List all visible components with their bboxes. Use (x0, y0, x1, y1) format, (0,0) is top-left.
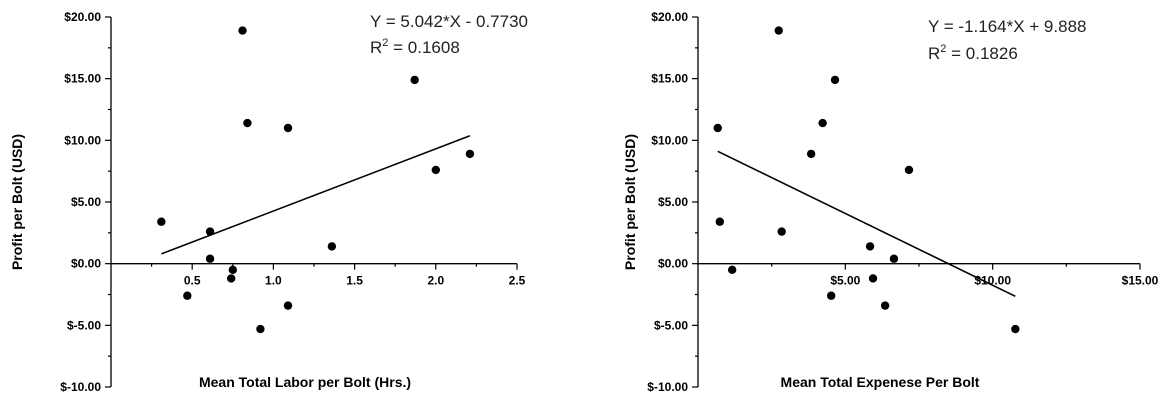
chart1-x-tick-label: 2.0 (427, 274, 444, 288)
chart2-y-axis-title: Profit per Bolt (USD) (622, 134, 638, 270)
chart2-y-tick-label: $20.00 (651, 10, 688, 24)
chart1-r-squared-symbol: R (370, 38, 382, 57)
chart2-y-tick-label: $15.00 (651, 72, 688, 86)
chart1-data-point (243, 118, 252, 128)
chart1-data-point (205, 254, 215, 263)
chart2-data-point (774, 26, 783, 35)
chart1-y-tick-label: $-5.00 (67, 318, 101, 332)
chart2-y-tick-label: $0.00 (658, 257, 688, 271)
chart2-data-point (713, 123, 722, 133)
chart1-data-point (183, 291, 192, 300)
chart1-y-tick-label: $5.00 (71, 195, 101, 209)
chart2-x-tick-label: $15.00 (1122, 274, 1159, 288)
chart1-y-tick-label: $-10.00 (60, 380, 101, 394)
chart1-fit-line (161, 135, 471, 255)
chart1-r-squared: R2 = 0.1608 (370, 37, 460, 57)
chart2-data-point (830, 75, 840, 85)
chart1-x-axis-title: Mean Total Labor per Bolt (Hrs.) (199, 374, 411, 390)
chart2-x-axis-title: Mean Total Expenese Per Bolt (781, 374, 980, 390)
chart1-data-point (327, 242, 337, 251)
chart1-equation: Y = 5.042*X - 0.7730 (370, 12, 528, 31)
chart2-data-point (806, 149, 816, 159)
chart1-data-point (431, 165, 440, 175)
chart2-data-point (865, 242, 875, 251)
chart1-y-axis-title: Profit per Bolt (USD) (9, 134, 25, 270)
chart2-fit-line (717, 150, 1016, 298)
chart2-r-squared-symbol: R (928, 44, 940, 63)
chart2-r-squared: R2 = 0.1826 (928, 43, 1018, 63)
chart1-x-tick-label: 2.5 (509, 274, 526, 288)
chart1-data-point (226, 274, 236, 283)
chart2-data-point (889, 254, 899, 263)
chart1-data-point (157, 217, 166, 226)
chart1-data-point (228, 265, 237, 275)
chart1-data-point (283, 123, 293, 133)
chart2-data-point (826, 291, 836, 300)
chart1-data-point (205, 227, 215, 236)
chart1-data-point (465, 149, 475, 159)
chart2-y-tick-label: $10.00 (651, 133, 688, 147)
chart2-y-tick-label: $5.00 (658, 195, 688, 209)
chart1-data-point (238, 26, 247, 35)
chart1-y-tick-label: $20.00 (64, 10, 101, 24)
chart2-equation: Y = -1.164*X + 9.888 (928, 17, 1086, 36)
chart2: $-10.00 $-5.00 $0.00 $5.00 $10.00 $15.00 $20.0… (622, 10, 1159, 394)
chart1-y-tick-label: $10.00 (64, 133, 101, 147)
chart1-data-point (283, 301, 293, 310)
chart1-r-squared-value: = 0.1608 (388, 38, 459, 57)
chart1-data-point (256, 324, 265, 334)
chart2-data-point (818, 118, 827, 128)
chart2-data-point (904, 165, 914, 175)
chart2-r-squared-exponent: 2 (940, 43, 946, 55)
chart2-r-squared-value: = 0.1826 (946, 44, 1017, 63)
chart2-data-point (715, 217, 725, 226)
chart2-data-point (880, 301, 890, 310)
chart1-y-tick-label: $15.00 (64, 72, 101, 86)
chart2-y-tick-label: $-10.00 (647, 380, 688, 394)
chart2-data-point (1011, 324, 1020, 334)
chart1-x-tick-label: 0.5 (184, 274, 201, 288)
chart1-data-point (410, 75, 419, 85)
chart2-data-point (868, 274, 878, 283)
chart2-x-tick-label: $10.00 (974, 274, 1011, 288)
chart1-y-tick-label: $0.00 (71, 257, 101, 271)
chart1-x-tick-label: 1.0 (265, 274, 282, 288)
chart1-r-squared-exponent: 2 (382, 37, 388, 49)
chart1: $-10.00 $-5.00 $0.00 $5.00 $10.00 $15.00 $20.0… (9, 10, 528, 394)
chart1-x-tick-label: 1.5 (346, 274, 363, 288)
chart2-y-tick-label: $-5.00 (654, 318, 688, 332)
chart2-data-point (777, 227, 786, 236)
chart2-x-tick-label: $5.00 (830, 274, 860, 288)
chart2-data-point (727, 265, 737, 275)
